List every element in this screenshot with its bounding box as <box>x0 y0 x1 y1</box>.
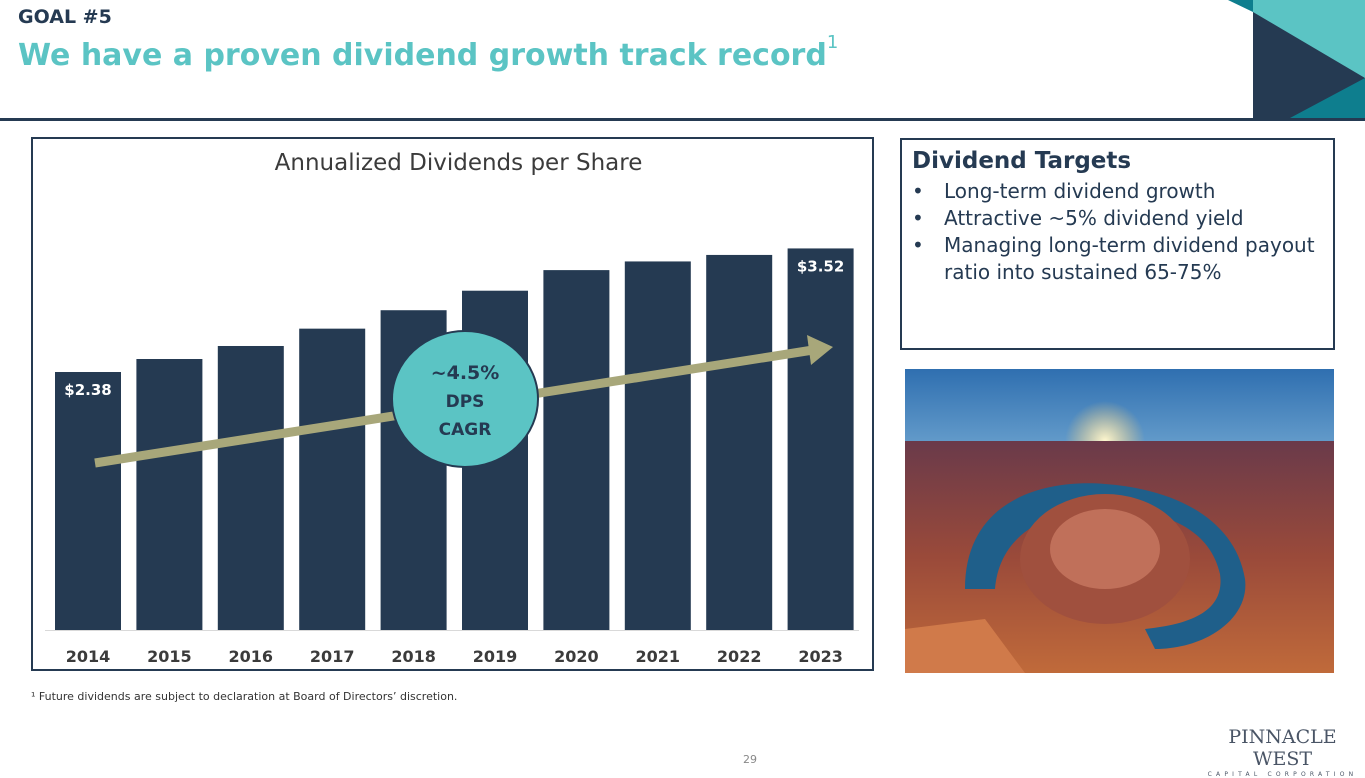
header-divider <box>0 118 1365 121</box>
horseshoe-bend-photo <box>905 369 1334 673</box>
bar-2022 <box>706 254 773 630</box>
x-tick-label: 2019 <box>473 647 518 666</box>
cagr-badge-text: DPS <box>446 392 485 412</box>
target-item: Long-term dividend growth <box>912 178 1323 205</box>
footnote-ref: 1 <box>826 32 839 53</box>
data-label-first: $2.38 <box>64 381 111 399</box>
pinnacle-west-logo: PINNACLE WEST CAPITAL CORPORATION <box>1200 726 1365 778</box>
x-tick-label: 2014 <box>66 647 111 666</box>
target-item: Attractive ~5% dividend yield <box>912 205 1323 232</box>
bar-2014 <box>55 372 121 630</box>
targets-list: Long-term dividend growth Attractive ~5%… <box>912 178 1323 286</box>
footnote: ¹ Future dividends are subject to declar… <box>31 690 458 703</box>
trend-arrow-head <box>807 335 833 365</box>
bar-2023 <box>787 248 854 630</box>
page-title: We have a proven dividend growth track r… <box>18 32 838 73</box>
x-tick-label: 2016 <box>229 647 274 666</box>
dividend-bar-chart: 2014 2015 2016 2017 2018 2019 2020 2021 2022 2023… <box>45 248 859 666</box>
dividend-targets-box: Dividend Targets Long-term dividend grow… <box>900 138 1335 350</box>
x-tick-label: 2023 <box>798 647 843 666</box>
cagr-badge-text: ~4.5% <box>431 362 500 384</box>
chart-title: Annualized Dividends per Share <box>274 150 643 176</box>
x-tick-label: 2015 <box>147 647 192 666</box>
bar-2021 <box>624 261 691 630</box>
targets-heading: Dividend Targets <box>912 148 1132 174</box>
x-tick-label: 2020 <box>554 647 599 666</box>
bar-2015 <box>136 359 203 630</box>
bar-2016 <box>217 345 284 630</box>
page-number: 29 <box>743 753 757 766</box>
cagr-badge-text: CAGR <box>439 420 492 440</box>
chart-frame <box>31 137 874 671</box>
x-tick-label: 2022 <box>717 647 762 666</box>
x-tick-label: 2017 <box>310 647 355 666</box>
corner-decoration <box>1228 0 1365 118</box>
bar-2020 <box>543 270 610 630</box>
x-tick-label: 2018 <box>391 647 436 666</box>
goal-label: GOAL #5 <box>18 6 112 28</box>
logo-name: PINNACLE WEST <box>1228 726 1337 770</box>
target-item: Managing long-term dividend payout ratio… <box>912 232 1323 286</box>
logo-subtitle: CAPITAL CORPORATION <box>1207 771 1358 778</box>
cagr-badge <box>391 330 539 468</box>
bar-2017 <box>299 328 366 630</box>
title-text: We have a proven dividend growth track r… <box>18 38 827 73</box>
data-label-last: $3.52 <box>797 257 844 275</box>
x-tick-label: 2021 <box>636 647 681 666</box>
